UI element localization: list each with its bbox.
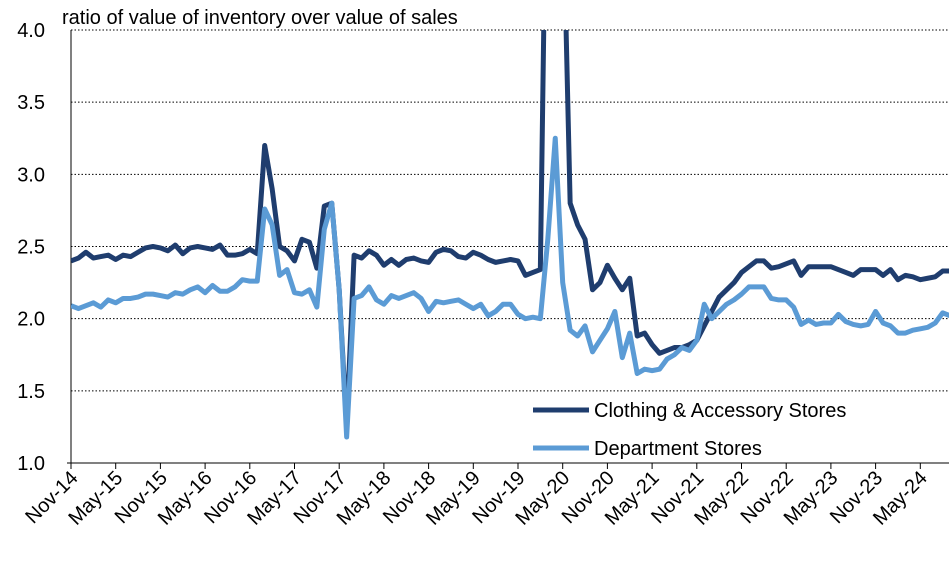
y-tick-label: 1.5: [17, 381, 45, 403]
y-tick-label: 2.5: [17, 237, 45, 259]
y-tick-label: 1.0: [17, 453, 45, 475]
series-line: [71, 135, 949, 440]
legend-label: Clothing & Accessory Stores: [594, 400, 846, 422]
chart-title: ratio of value of inventory over value o…: [62, 7, 458, 29]
legend-label: Department Stores: [594, 438, 762, 460]
plot-area: [71, 30, 949, 440]
y-tick-label: 4.0: [17, 20, 45, 42]
y-tick-label: 3.5: [17, 92, 45, 114]
y-tick-label: 2.0: [17, 309, 45, 331]
series-line: [71, 30, 949, 430]
y-tick-label: 3.0: [17, 164, 45, 186]
